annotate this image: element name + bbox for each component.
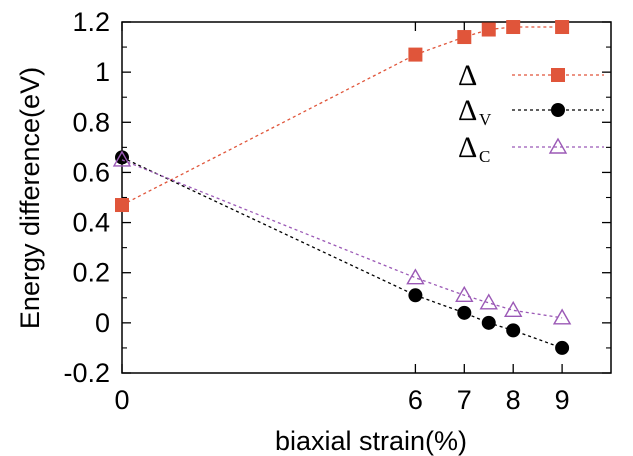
- x-axis-label: biaxial strain(%): [275, 426, 467, 456]
- series-line: [121, 159, 563, 319]
- y-tick-label: 0.6: [72, 157, 110, 187]
- legend-label: Δ: [458, 59, 477, 92]
- series-line: [121, 26, 563, 206]
- legend-label: Δ: [458, 94, 477, 127]
- y-tick-label: 0: [95, 308, 110, 338]
- data-point: [555, 20, 570, 35]
- x-tick-label: 8: [506, 385, 521, 415]
- data-point: [115, 150, 129, 165]
- data-point: [506, 20, 521, 35]
- data-point: [455, 285, 474, 302]
- y-tick-label: 1: [95, 57, 110, 87]
- y-tick-label: 0.4: [72, 208, 110, 238]
- legend: ΔΔ VΔ C: [458, 59, 604, 166]
- y-tick-label: 0.8: [72, 107, 110, 137]
- data-point: [481, 315, 496, 330]
- x-tick-label: 7: [457, 385, 472, 415]
- data-point: [408, 288, 423, 303]
- data-point: [115, 198, 129, 213]
- series-2: [112, 150, 572, 325]
- series-line: [121, 156, 563, 349]
- data-point: [503, 300, 523, 318]
- y-tick-label: 0.2: [72, 258, 110, 288]
- x-tick-label: 9: [555, 385, 570, 415]
- x-tick-label: 0: [114, 385, 129, 415]
- x-tick-label: 6: [408, 385, 423, 415]
- data-point: [457, 305, 472, 320]
- legend-label-subscript: V: [479, 110, 492, 129]
- data-point: [408, 47, 423, 62]
- series-layer: [112, 20, 572, 355]
- data-point: [506, 323, 521, 338]
- y-axis-ticks: -0.2 0 0.2 0.4 0.6 0.8 1 1.2: [63, 7, 611, 388]
- legend-marker: [551, 68, 565, 82]
- legend-marker: [551, 103, 565, 117]
- data-point: [479, 293, 498, 310]
- legend-item-0: Δ: [458, 59, 604, 92]
- y-axis-label: Energy difference(eV): [15, 67, 45, 329]
- legend-label-subscript: C: [479, 147, 490, 166]
- data-point: [457, 30, 472, 45]
- legend-marker: [548, 137, 568, 154]
- y-tick-label: -0.2: [63, 358, 110, 388]
- data-point: [552, 308, 572, 325]
- y-tick-label: 1.2: [72, 7, 110, 37]
- data-point: [481, 22, 496, 37]
- data-point: [406, 268, 425, 285]
- x-axis-ticks: 0 6 7 8 9: [114, 22, 570, 415]
- series-1: [115, 150, 570, 355]
- data-point: [112, 150, 132, 167]
- legend-label: Δ: [458, 131, 477, 164]
- series-0: [115, 20, 570, 213]
- data-point: [555, 340, 570, 355]
